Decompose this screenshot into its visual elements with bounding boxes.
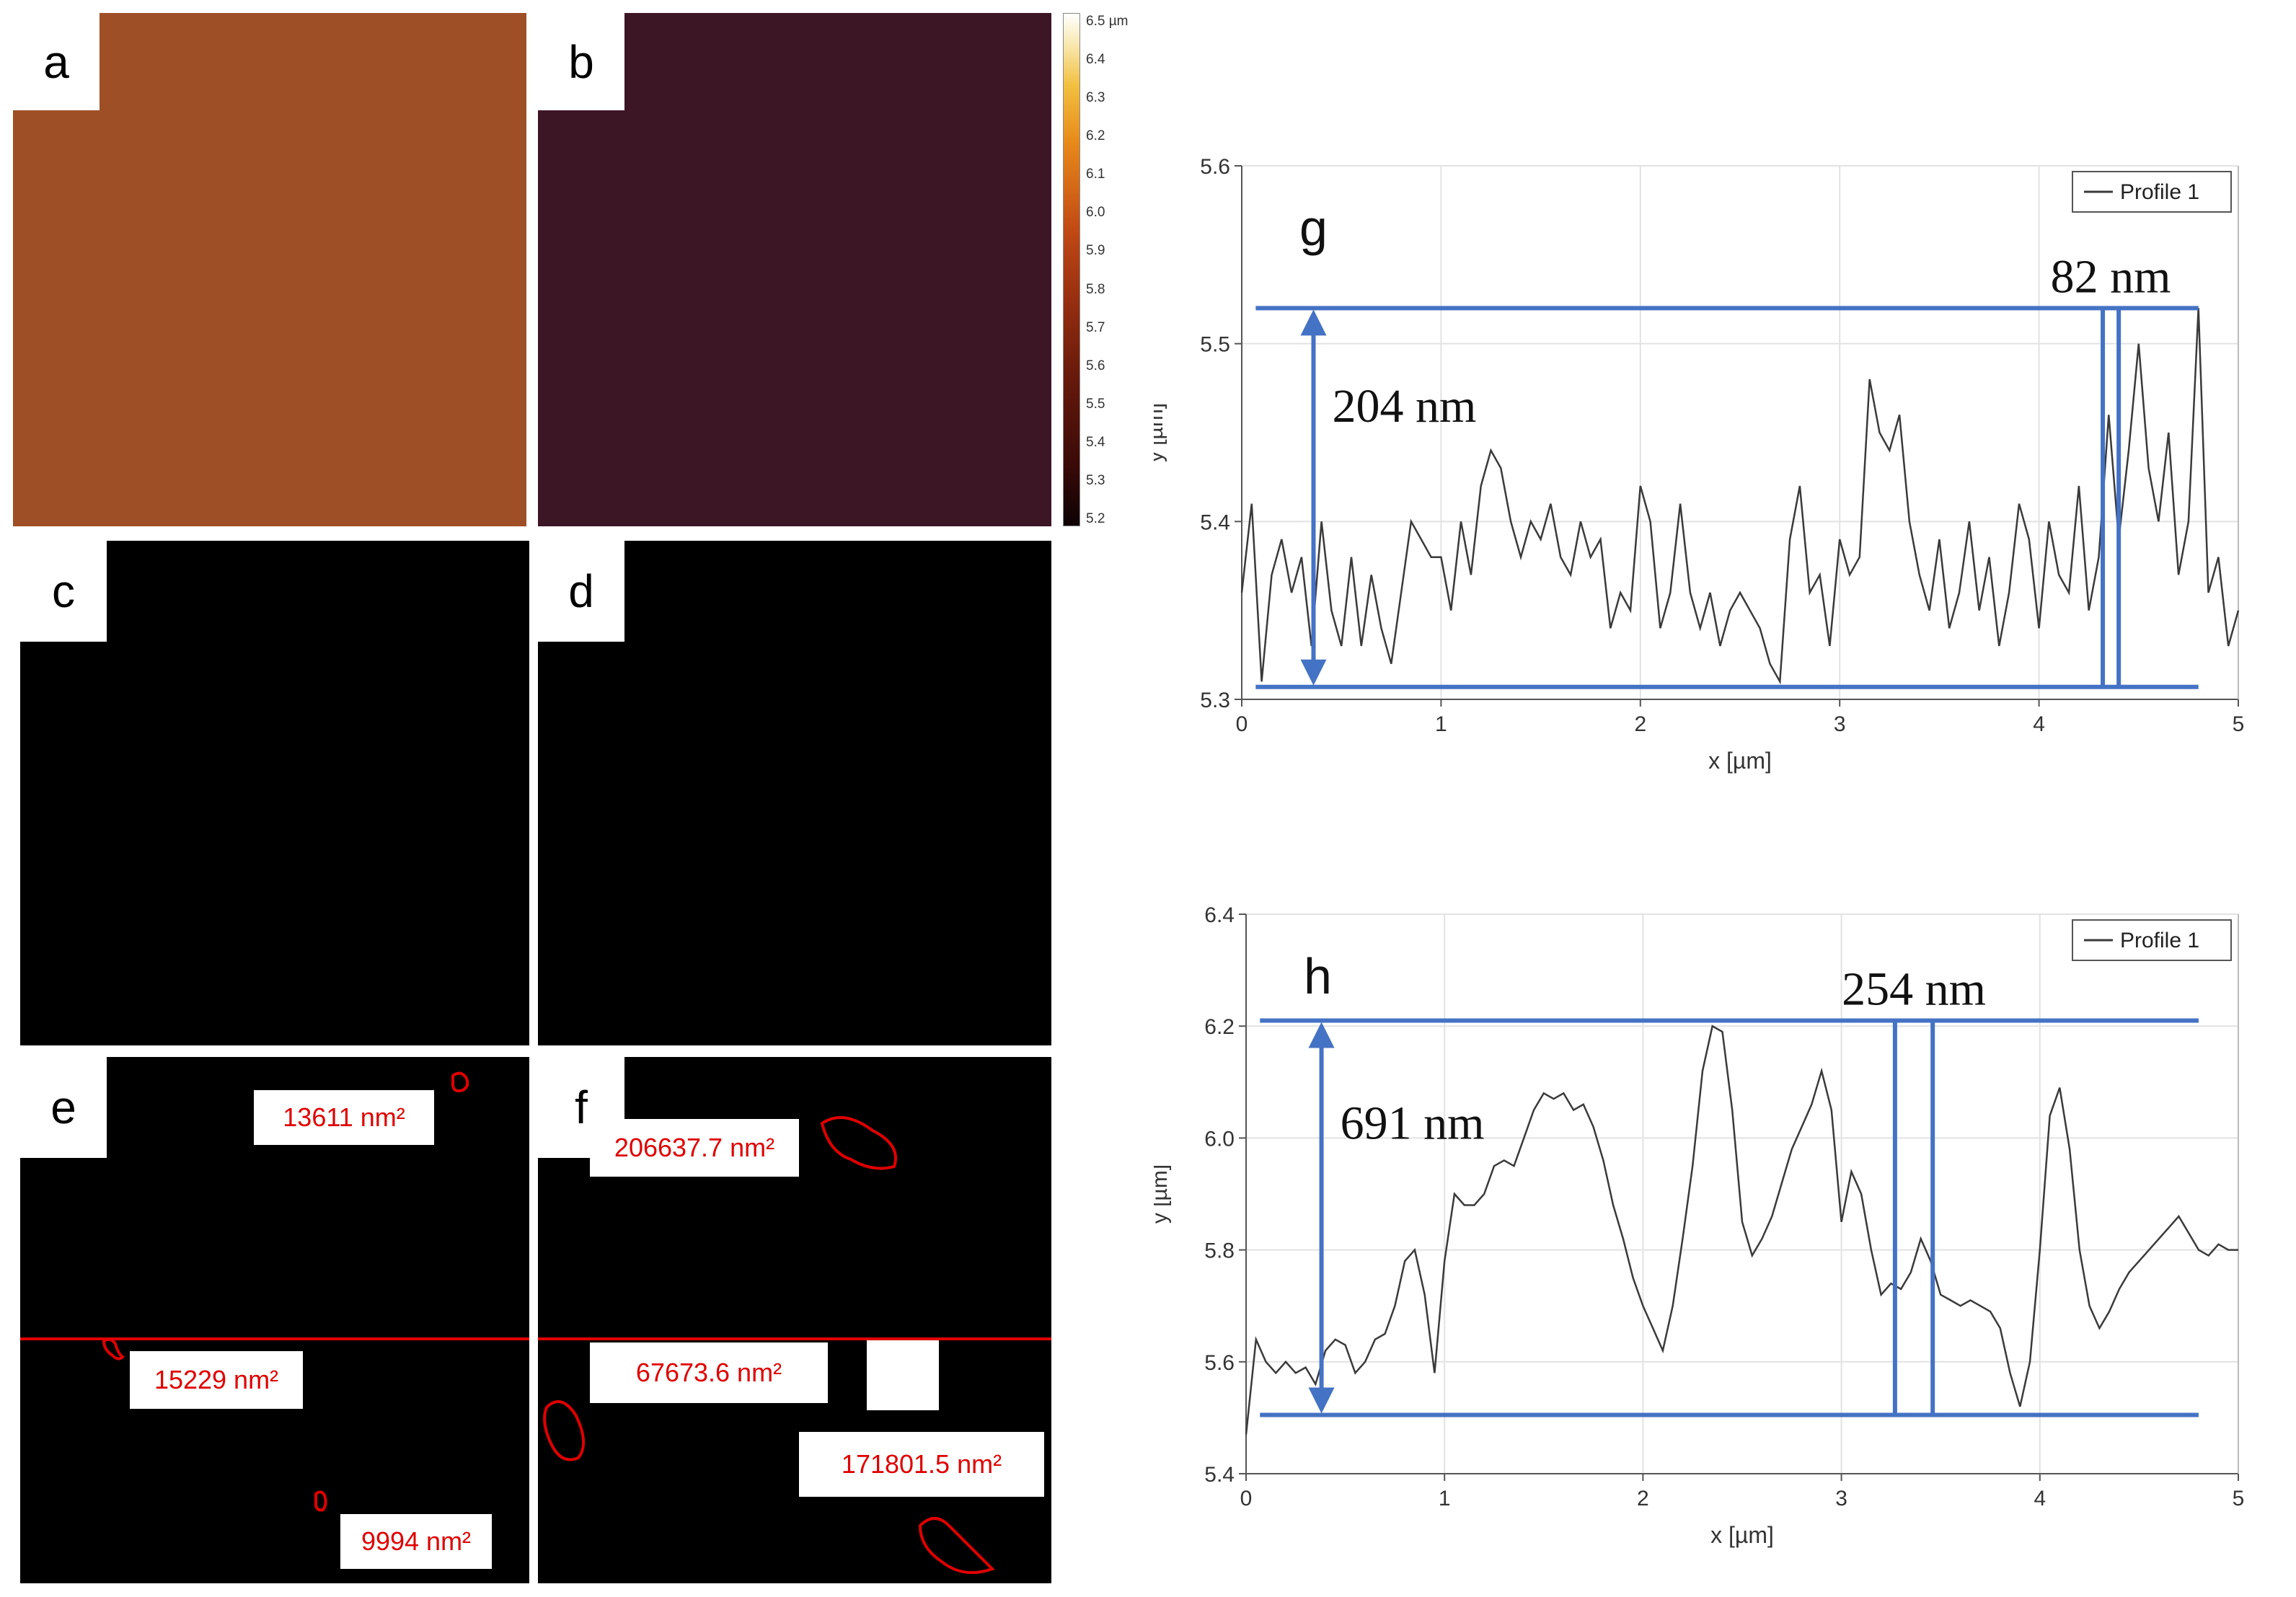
colorbar-tick-label: 5.5 xyxy=(1086,396,1105,412)
height-annotation: 204 nm xyxy=(1333,380,1477,433)
y-tick-label: 6.2 xyxy=(1204,1015,1235,1039)
grain-outline-f3 xyxy=(918,1517,995,1575)
height-arrow-head-up xyxy=(1300,309,1327,336)
height-arrow-head-up xyxy=(1308,1022,1335,1048)
grain-outline-e1 xyxy=(451,1071,469,1093)
legend-label: Profile 1 xyxy=(2120,180,2199,204)
x-tick-label: 4 xyxy=(2033,712,2045,736)
width-annotation: 82 nm xyxy=(2051,250,2171,303)
colorbar-tick-label: 6.4 xyxy=(1086,52,1105,68)
panel-label: h xyxy=(1304,948,1332,1004)
y-tick-label: 6.0 xyxy=(1204,1127,1235,1151)
y-tick-label: 5.6 xyxy=(1200,155,1230,179)
x-tick-label: 1 xyxy=(1435,712,1447,736)
grain-outline-f2 xyxy=(543,1400,586,1461)
colorbar-tick-label: 5.2 xyxy=(1086,511,1105,526)
grain-area-label-e2: 15229 nm² xyxy=(130,1351,303,1409)
colorbar-tick-label: 6.5 µm xyxy=(1086,14,1129,29)
x-tick-label: 5 xyxy=(2233,712,2245,736)
x-tick-label: 0 xyxy=(1236,712,1248,736)
grain-outline-e2 xyxy=(102,1337,125,1361)
colorbar-tick-label: 5.3 xyxy=(1086,472,1105,488)
height-annotation: 691 nm xyxy=(1341,1097,1485,1150)
x-tick-label: 2 xyxy=(1637,1487,1649,1510)
x-tick-label: 2 xyxy=(1634,712,1646,736)
profile-chart-h-svg: 0 1 2 3 4 5 5.4 5.6 5.8 6.0 6.2 6.4 x [µm] y [µm] 691 … xyxy=(1154,903,2245,1548)
profile-series-line xyxy=(1245,1025,2238,1435)
y-axis-label: y [µm] xyxy=(1154,1164,1172,1224)
colorbar-tick-label: 6.0 xyxy=(1086,205,1105,221)
height-arrow-head-down xyxy=(1308,1387,1335,1414)
grain-area-label-f1: 206637.7 nm² xyxy=(590,1119,799,1177)
profile-chart-h: 0 1 2 3 4 5 5.4 5.6 5.8 6.0 6.2 6.4 x [µm] y [µm] 691 … xyxy=(1154,878,2296,1597)
grain-area-label-f2: 67673.6 nm² xyxy=(590,1342,828,1403)
colorbar-tick-label: 6.1 xyxy=(1086,167,1105,182)
grain-outline-e3 xyxy=(314,1490,327,1512)
y-tick-label: 5.4 xyxy=(1200,510,1230,534)
x-tick-label: 4 xyxy=(2034,1487,2046,1510)
panel-label-d: d xyxy=(538,541,624,642)
width-annotation: 254 nm xyxy=(1842,963,1986,1015)
y-tick-label: 5.8 xyxy=(1204,1239,1235,1263)
panel-label-a: a xyxy=(13,13,100,110)
colorbar-tick-label: 5.8 xyxy=(1086,281,1105,297)
y-tick-label: 6.4 xyxy=(1204,903,1235,927)
x-tick-label: 3 xyxy=(1834,712,1846,736)
colorbar-tick-label: 6.2 xyxy=(1086,128,1105,144)
profile-chart-g: 0 1 2 3 4 5 5.3 5.4 5.5 5.6 x [µm] y [µm] 204 nm 82 n… xyxy=(1154,123,2296,815)
colorbar-tick-label: 5.9 xyxy=(1086,243,1105,259)
x-axis-label: x [µm] xyxy=(1710,1522,1774,1548)
panel-label-e: e xyxy=(20,1057,107,1158)
panel-label-c: c xyxy=(20,541,107,642)
height-arrow-head-down xyxy=(1300,659,1327,686)
panel-label-b: b xyxy=(538,13,624,110)
grain-outline-f1 xyxy=(820,1116,897,1170)
grain-area-label-e3: 9994 nm² xyxy=(340,1514,492,1569)
colorbar xyxy=(1063,13,1080,526)
y-tick-label: 5.3 xyxy=(1200,689,1230,712)
x-tick-label: 0 xyxy=(1240,1487,1253,1510)
x-tick-label: 1 xyxy=(1439,1487,1451,1510)
y-tick-label: 5.4 xyxy=(1204,1463,1235,1487)
x-axis-label: x [µm] xyxy=(1708,748,1772,774)
colorbar-tick-label: 5.7 xyxy=(1086,319,1105,335)
y-tick-label: 5.5 xyxy=(1200,333,1230,357)
x-tick-label: 3 xyxy=(1835,1487,1847,1510)
legend-label: Profile 1 xyxy=(2120,929,2199,952)
colorbar-tick-label: 5.4 xyxy=(1086,434,1105,450)
panel-label: g xyxy=(1299,200,1328,256)
profile-chart-g-svg: 0 1 2 3 4 5 5.3 5.4 5.5 5.6 x [µm] y [µm] 204 nm 82 n… xyxy=(1154,155,2245,774)
profile-series-line xyxy=(1240,308,2240,685)
colorbar-tick-label: 6.3 xyxy=(1086,90,1105,106)
y-tick-label: 5.6 xyxy=(1204,1351,1235,1375)
x-tick-label: 5 xyxy=(2233,1487,2245,1510)
grain-area-label-f3: 171801.5 nm² xyxy=(799,1432,1044,1497)
blank-patch xyxy=(867,1340,939,1410)
y-axis-label: y [µm] xyxy=(1154,403,1167,462)
colorbar-tick-label: 5.6 xyxy=(1086,358,1105,373)
grain-area-label-e1: 13611 nm² xyxy=(254,1090,434,1145)
